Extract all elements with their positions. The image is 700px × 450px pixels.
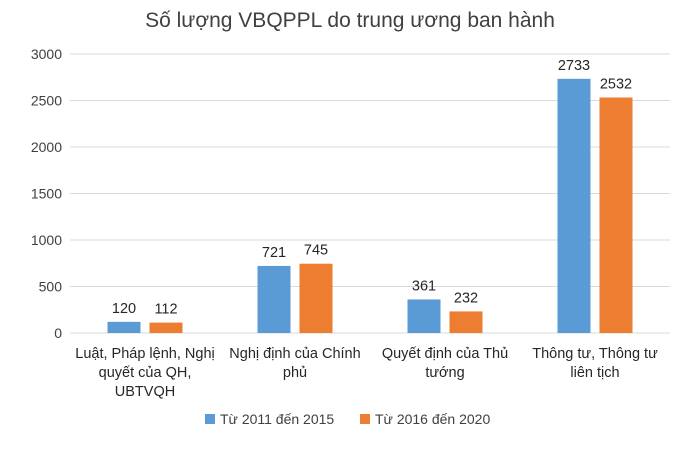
data-label: 112 xyxy=(154,302,177,318)
y-tick-label: 1000 xyxy=(31,232,62,248)
legend-swatch xyxy=(205,414,215,424)
legend[interactable]: Từ 2011 đến 2015 Từ 2016 đến 2020 xyxy=(205,411,490,427)
bar-series-2-cat-2 xyxy=(299,263,333,333)
data-label: 361 xyxy=(412,278,436,294)
data-label: 2733 xyxy=(558,58,590,74)
x-category-label: Thông tư, Thông tư liên tịch xyxy=(532,346,658,381)
chart-title: Số lượng VBQPPL do trung ương ban hành xyxy=(145,9,555,32)
x-axis-categories: Luật, Pháp lệnh, Nghị quyết của QH, UBTVQH… xyxy=(75,346,658,400)
legend-label: Từ 2016 đến 2020 xyxy=(375,411,490,427)
bar-series-2-cat-3 xyxy=(449,311,483,333)
bar-series-1-cat-3 xyxy=(407,299,441,333)
data-label: 232 xyxy=(454,290,478,306)
bar-series-2-cat-1 xyxy=(149,322,183,333)
data-label: 2532 xyxy=(600,77,632,93)
data-label: 745 xyxy=(304,243,328,259)
x-category-label: Luật, Pháp lệnh, Nghị quyết của QH, UBTVQH xyxy=(75,346,214,400)
legend-swatch xyxy=(360,414,370,424)
y-tick-label: 1500 xyxy=(31,186,62,202)
bar-series-2-cat-4 xyxy=(599,97,633,333)
x-category-label: Quyết định của Thủ tướng xyxy=(382,346,508,381)
x-category-label: Nghị định của Chính phủ xyxy=(229,346,360,381)
data-labels: 120 112 721 745 361 232 2733 2532 xyxy=(112,58,632,318)
bars xyxy=(107,78,633,334)
data-label: 120 xyxy=(112,301,136,317)
bar-series-1-cat-4 xyxy=(557,78,591,334)
y-tick-label: 2500 xyxy=(31,93,62,109)
y-tick-label: 500 xyxy=(39,279,63,295)
y-tick-label: 2000 xyxy=(31,139,62,155)
data-label: 721 xyxy=(262,245,286,261)
y-axis-ticks: 0 500 1000 1500 2000 2500 3000 xyxy=(31,46,62,341)
y-tick-label: 3000 xyxy=(31,46,62,62)
legend-label: Từ 2011 đến 2015 xyxy=(220,411,334,427)
bar-series-1-cat-1 xyxy=(107,321,141,333)
y-tick-label: 0 xyxy=(54,325,62,341)
bar-series-1-cat-2 xyxy=(257,265,291,333)
